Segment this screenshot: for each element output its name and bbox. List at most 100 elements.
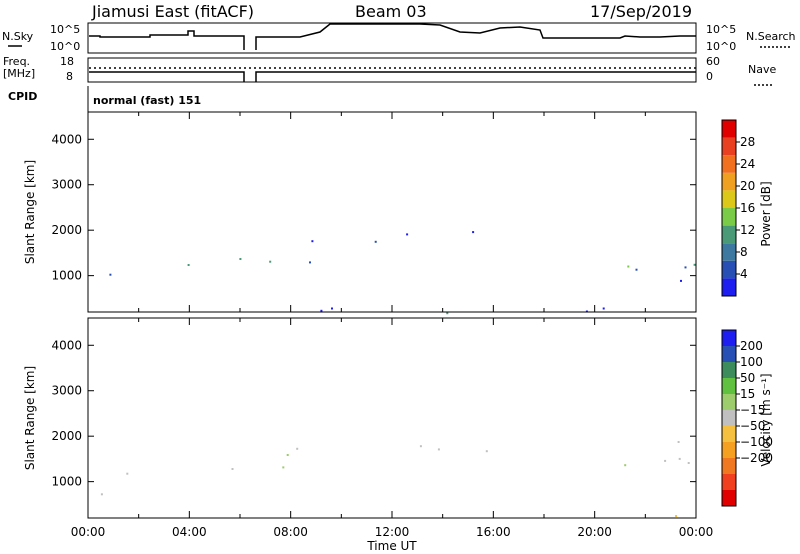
velocity-colorbar-segment (722, 490, 736, 506)
x-tick-label: 16:00 (476, 525, 511, 539)
power-colorbar-segment (722, 225, 736, 244)
velocity-colorbar-segment (722, 330, 736, 346)
velocity-ytick-label: 2000 (51, 429, 82, 443)
nsearch-tick-bottom: 10^0 (706, 40, 736, 53)
velocity-colorbar-tick-label: 200 (740, 339, 763, 353)
power-colorbar-tick-label: 20 (740, 179, 755, 193)
velocity-x-ticks: 00:00 04:00 08:00 12:00 16:00 20:00 00:00 (71, 525, 714, 539)
power-cell (472, 231, 475, 234)
velocity-colorbar-label: Velocity [m s⁻¹] (759, 373, 773, 466)
velocity-ytick-label: 3000 (51, 384, 82, 398)
velocity-colorbar-tick-label: −200 (740, 451, 773, 465)
freq-label: Freq. (3, 55, 30, 68)
power-cell (684, 266, 687, 269)
velocity-cell (675, 515, 678, 517)
velocity-colorbar-tick-label: 15 (740, 387, 755, 401)
velocity-y-ticks: 4000 3000 2000 1000 (51, 318, 697, 518)
power-colorbar-segment (722, 137, 736, 156)
power-colorbar-tick-label: 4 (740, 267, 748, 281)
x-tick-label: 00:00 (71, 525, 106, 539)
power-colorbar: 28 24 20 16 12 8 4 (721, 119, 755, 297)
velocity-cell (231, 468, 234, 470)
velocity-colorbar-tick-label: 50 (740, 371, 755, 385)
power-cell (109, 273, 112, 276)
velocity-cell (419, 445, 422, 448)
power-cell (309, 261, 311, 264)
velocity-colorbar-segment (722, 362, 736, 378)
freq-unit: [MHz] (3, 67, 35, 80)
velocity-cell (296, 447, 299, 450)
x-tick-label: 08:00 (273, 525, 308, 539)
nsky-panel-frame (87, 22, 697, 54)
power-colorbar-segment (722, 243, 736, 261)
power-cell (406, 233, 409, 236)
power-ylabel: Slant Range [km] (23, 160, 37, 264)
radar-title: Jiamusi East (fitACF) (91, 2, 254, 21)
nsearch-label: N.Search (746, 30, 796, 43)
nave-label: Nave (748, 63, 776, 76)
velocity-ylabel: Slant Range [km] (23, 366, 37, 470)
velocity-scatter (100, 441, 690, 517)
velocity-cell (282, 466, 285, 469)
velocity-panel-frame (87, 317, 697, 519)
power-colorbar-segment (722, 155, 736, 173)
power-cell (680, 279, 682, 282)
power-colorbar-tick-label: 24 (740, 157, 755, 171)
power-colorbar-tick-label: 28 (740, 135, 755, 149)
velocity-cell (126, 472, 129, 475)
power-panel: Slant Range [km] 4000 3000 2000 1000 28 24 20… (23, 111, 773, 315)
velocity-cell (677, 441, 680, 443)
nsky-series-line (89, 23, 696, 50)
velocity-colorbar-tick-label: 100 (740, 355, 763, 369)
velocity-colorbar-segment (722, 426, 736, 442)
power-colorbar-segment (722, 120, 736, 138)
power-cell (693, 263, 696, 266)
velocity-colorbar-segment (722, 458, 736, 474)
power-cell (446, 312, 449, 315)
power-cell (320, 309, 323, 312)
power-panel-frame (87, 111, 697, 313)
power-ytick-label: 1000 (51, 269, 82, 283)
x-tick-label: 04:00 (172, 525, 207, 539)
power-colorbar-tick-label: 16 (740, 201, 755, 215)
power-cell (602, 307, 605, 310)
power-scatter (109, 231, 696, 315)
beam-label: Beam 03 (355, 2, 427, 21)
freq-tick-top: 18 (60, 55, 74, 68)
x-tick-label: 00:00 (679, 525, 714, 539)
power-cell (239, 258, 242, 260)
power-colorbar-segment (722, 208, 736, 226)
nsky-label: N.Sky (2, 30, 34, 43)
power-ytick-label: 4000 (51, 132, 82, 146)
velocity-cell (286, 454, 289, 456)
velocity-cell (687, 462, 690, 464)
power-colorbar-tick-label: 12 (740, 223, 755, 237)
power-colorbar-segment (722, 190, 736, 208)
freq-tick-bottom: 8 (66, 70, 73, 83)
power-colorbar-tick-label: 8 (740, 245, 748, 259)
freq-panel-frame (87, 57, 697, 83)
nsky-tick-bottom: 10^0 (50, 40, 80, 53)
x-tick-label: 12:00 (375, 525, 410, 539)
velocity-cell (100, 493, 103, 496)
nave-tick-top: 60 (706, 55, 720, 68)
power-colorbar-segment (722, 260, 736, 279)
power-cell (187, 264, 190, 266)
velocity-cell (485, 450, 488, 453)
velocity-cell (664, 459, 667, 462)
velocity-ytick-label: 4000 (51, 338, 82, 352)
velocity-colorbar-segment (722, 442, 736, 458)
nave-tick-bottom: 0 (706, 70, 713, 83)
power-y-ticks: 4000 3000 2000 1000 (51, 112, 697, 312)
velocity-cell (678, 457, 681, 460)
velocity-cell (437, 448, 440, 451)
power-cell (627, 265, 630, 268)
velocity-colorbar-tick-label: −15 (740, 403, 765, 417)
velocity-colorbar-segment (722, 346, 736, 362)
velocity-colorbar-segment (722, 474, 736, 490)
velocity-colorbar-segment (722, 410, 736, 426)
freq-series-line (89, 71, 696, 82)
power-ytick-label: 2000 (51, 223, 82, 237)
